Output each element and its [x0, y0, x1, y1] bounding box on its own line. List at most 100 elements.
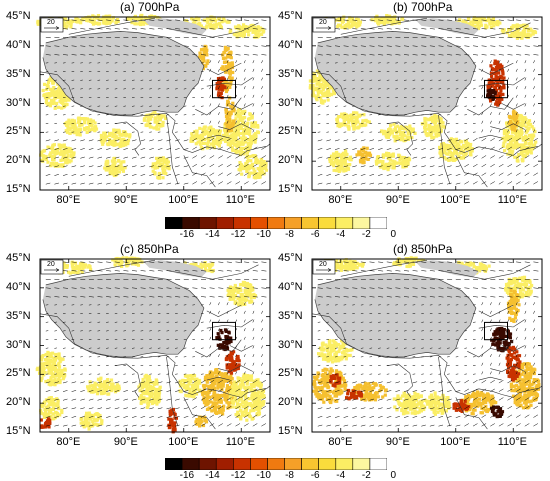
shading-cell	[208, 265, 212, 269]
shading-cell	[199, 48, 204, 52]
shading-cell	[89, 19, 93, 23]
shading-cell	[116, 388, 120, 392]
wind-vector	[209, 68, 212, 72]
wind-vector	[209, 45, 215, 47]
shading-cell	[52, 85, 56, 90]
shading-cell	[55, 411, 60, 416]
shading-cell	[525, 145, 529, 149]
shading-cell	[229, 380, 233, 384]
shading-cell	[388, 14, 392, 18]
wind-vector	[429, 54, 435, 56]
wind-vector	[490, 172, 495, 176]
wind-vector	[71, 19, 77, 21]
shading-cell	[50, 91, 54, 95]
shading-cell	[391, 166, 395, 170]
shading-cell	[153, 110, 157, 114]
shading-cell	[227, 61, 231, 65]
shading-cell	[63, 146, 68, 150]
wind-vector	[106, 28, 112, 30]
wind-vector	[490, 28, 496, 30]
wind-vector	[183, 19, 189, 21]
wind-vector	[149, 45, 155, 47]
shading-cell	[203, 262, 207, 266]
shading-cell	[51, 417, 55, 421]
shading-cell	[59, 145, 63, 149]
wind-vector	[317, 54, 323, 56]
shading-cell	[44, 379, 48, 384]
shading-cell	[47, 407, 51, 411]
shading-cell	[197, 136, 201, 140]
shading-cell	[102, 20, 106, 24]
wind-vector	[464, 172, 470, 176]
wind-vector	[88, 139, 94, 142]
shading-cell	[224, 56, 228, 60]
shading-cell	[524, 34, 528, 38]
shading-cell	[59, 86, 63, 90]
shading-cell	[87, 421, 91, 425]
shading-cell	[201, 264, 205, 268]
wind-vector	[352, 28, 358, 30]
shading-cell	[492, 95, 496, 99]
wind-vector	[386, 182, 392, 185]
shading-cell	[311, 92, 315, 97]
shading-cell	[142, 399, 146, 403]
shading-cell	[56, 403, 60, 407]
wind-vector	[243, 181, 249, 185]
shading-cell	[142, 396, 146, 400]
wind-vector	[429, 182, 435, 185]
shading-cell	[249, 141, 253, 145]
wind-vector	[80, 54, 86, 56]
shading-cell	[249, 135, 253, 139]
shading-cell	[329, 93, 334, 97]
shading-cell	[405, 160, 409, 165]
shading-cell	[391, 159, 395, 163]
shading-cell	[386, 168, 390, 172]
wind-vector	[261, 137, 267, 142]
wind-vector	[80, 19, 86, 21]
shading-cell	[39, 378, 43, 383]
shading-cell	[342, 169, 346, 173]
wind-vector	[192, 54, 198, 56]
shading-cell	[46, 80, 51, 85]
wind-vector	[464, 88, 467, 90]
wind-vector	[421, 54, 427, 56]
wind-vector	[438, 105, 442, 107]
shading-cell	[57, 406, 61, 411]
wind-vector	[62, 88, 66, 90]
shading-cell	[256, 25, 260, 29]
shading-cell	[76, 131, 80, 135]
shading-cell	[48, 101, 53, 105]
shading-cell	[114, 136, 118, 140]
wind-vector	[317, 139, 323, 142]
shading-cell	[158, 157, 162, 161]
wind-vector	[326, 148, 331, 150]
wind-vector	[261, 129, 263, 133]
wind-vector	[334, 54, 341, 56]
wind-vector	[515, 86, 518, 90]
shading-cell	[59, 92, 63, 96]
shading-cell	[66, 127, 70, 131]
shading-cell	[95, 418, 99, 422]
shading-cell	[112, 156, 117, 160]
shading-cell	[495, 69, 499, 73]
shading-cell	[368, 153, 372, 157]
shading-cell	[454, 139, 458, 143]
shading-cell	[321, 94, 326, 98]
wind-vector	[516, 36, 522, 39]
wind-vector	[71, 139, 77, 142]
shading-cell	[233, 293, 238, 298]
shading-cell	[226, 396, 230, 400]
wind-vector	[97, 156, 103, 159]
shading-cell	[204, 26, 208, 30]
shading-cell	[470, 147, 474, 151]
shading-cell	[145, 388, 150, 392]
shading-cell	[379, 20, 383, 24]
wind-vector	[183, 139, 189, 142]
shading-cell	[223, 68, 228, 72]
shading-cell	[110, 131, 114, 135]
shading-cell	[227, 81, 231, 85]
shading-cell	[204, 19, 208, 23]
wind-vector	[455, 148, 461, 150]
shading-cell	[492, 89, 496, 93]
wind-vector	[334, 88, 338, 90]
